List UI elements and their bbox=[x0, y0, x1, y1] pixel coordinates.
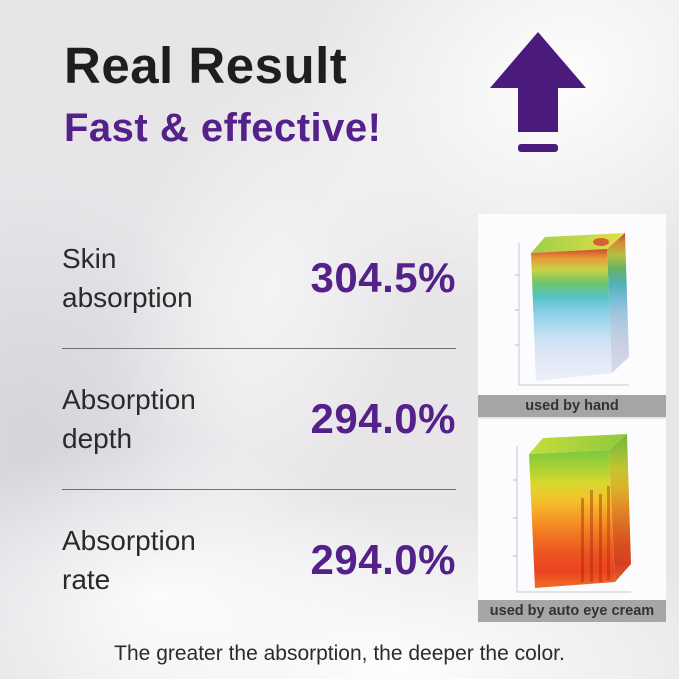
stat-row: Skin absorption 304.5% bbox=[62, 208, 456, 349]
stat-label-line: absorption bbox=[62, 282, 193, 313]
thermal-scan-card-auto: used by auto eye cream bbox=[478, 419, 666, 622]
thermal-scan-image bbox=[478, 419, 666, 600]
stat-label: Skin absorption bbox=[62, 239, 244, 317]
page-title: Real Result bbox=[64, 37, 348, 94]
stat-row: Absorption rate 294.0% bbox=[62, 490, 456, 630]
stat-value: 304.5% bbox=[310, 254, 456, 301]
stat-label-line: Absorption bbox=[62, 383, 196, 415]
thermal-scan-card-hand: used by hand bbox=[478, 214, 666, 417]
page-subtitle: Fast & effective! bbox=[64, 106, 382, 150]
stat-value: 294.0% bbox=[310, 536, 456, 583]
stats-list: Skin absorption 304.5% Absorption depth … bbox=[62, 208, 456, 630]
stat-value: 294.0% bbox=[310, 395, 456, 442]
stat-label-line: rate bbox=[62, 564, 111, 595]
scan-caption-auto: used by auto eye cream bbox=[478, 600, 666, 622]
scan-caption-hand: used by hand bbox=[478, 395, 666, 417]
stat-label: Absorption depth bbox=[62, 380, 244, 458]
thermal-scan-image bbox=[478, 214, 666, 395]
footer-note: The greater the absorption, the deeper t… bbox=[114, 642, 565, 665]
stat-label-line: Skin bbox=[62, 242, 117, 274]
stat-label: Absorption rate bbox=[62, 521, 244, 599]
stat-label-line: Absorption bbox=[62, 524, 196, 556]
stat-label-line: depth bbox=[62, 423, 133, 454]
stat-row: Absorption depth 294.0% bbox=[62, 349, 456, 490]
arrow-up-icon bbox=[488, 30, 588, 158]
